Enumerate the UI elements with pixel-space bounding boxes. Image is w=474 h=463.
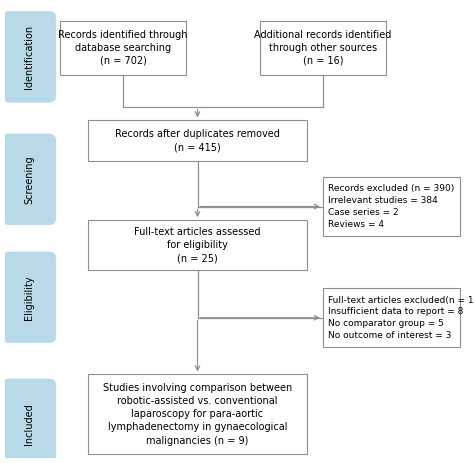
Text: Identification: Identification: [24, 25, 34, 89]
Text: Full-text articles excluded(n = 16)
Insufficient data to report = 8
No comparato: Full-text articles excluded(n = 16) Insu…: [328, 295, 474, 340]
Bar: [88, 120, 307, 161]
FancyBboxPatch shape: [2, 252, 56, 343]
Text: Screening: Screening: [24, 155, 34, 204]
FancyBboxPatch shape: [2, 12, 56, 102]
Bar: [88, 220, 307, 270]
Text: Records excluded (n = 390)
Irrelevant studies = 384
Case series = 2
Reviews = 4: Records excluded (n = 390) Irrelevant st…: [328, 184, 454, 229]
Text: Included: Included: [24, 403, 34, 445]
Text: Full-text articles assessed
for eligibility
(n = 25): Full-text articles assessed for eligibil…: [134, 227, 261, 263]
Bar: [61, 20, 186, 75]
Text: Records identified through
database searching
(n = 702): Records identified through database sear…: [58, 30, 188, 66]
Text: Studies involving comparison between
robotic-assisted vs. conventional
laparosco: Studies involving comparison between rob…: [103, 383, 292, 445]
Bar: [88, 375, 307, 454]
Bar: [323, 177, 460, 236]
Bar: [260, 20, 386, 75]
Text: Additional records identified
through other sources
(n = 16): Additional records identified through ot…: [254, 30, 392, 66]
Text: Records after duplicates removed
(n = 415): Records after duplicates removed (n = 41…: [115, 129, 280, 152]
FancyBboxPatch shape: [2, 379, 56, 463]
Text: Eligibility: Eligibility: [24, 275, 34, 319]
FancyBboxPatch shape: [2, 134, 56, 225]
Bar: [323, 288, 460, 347]
